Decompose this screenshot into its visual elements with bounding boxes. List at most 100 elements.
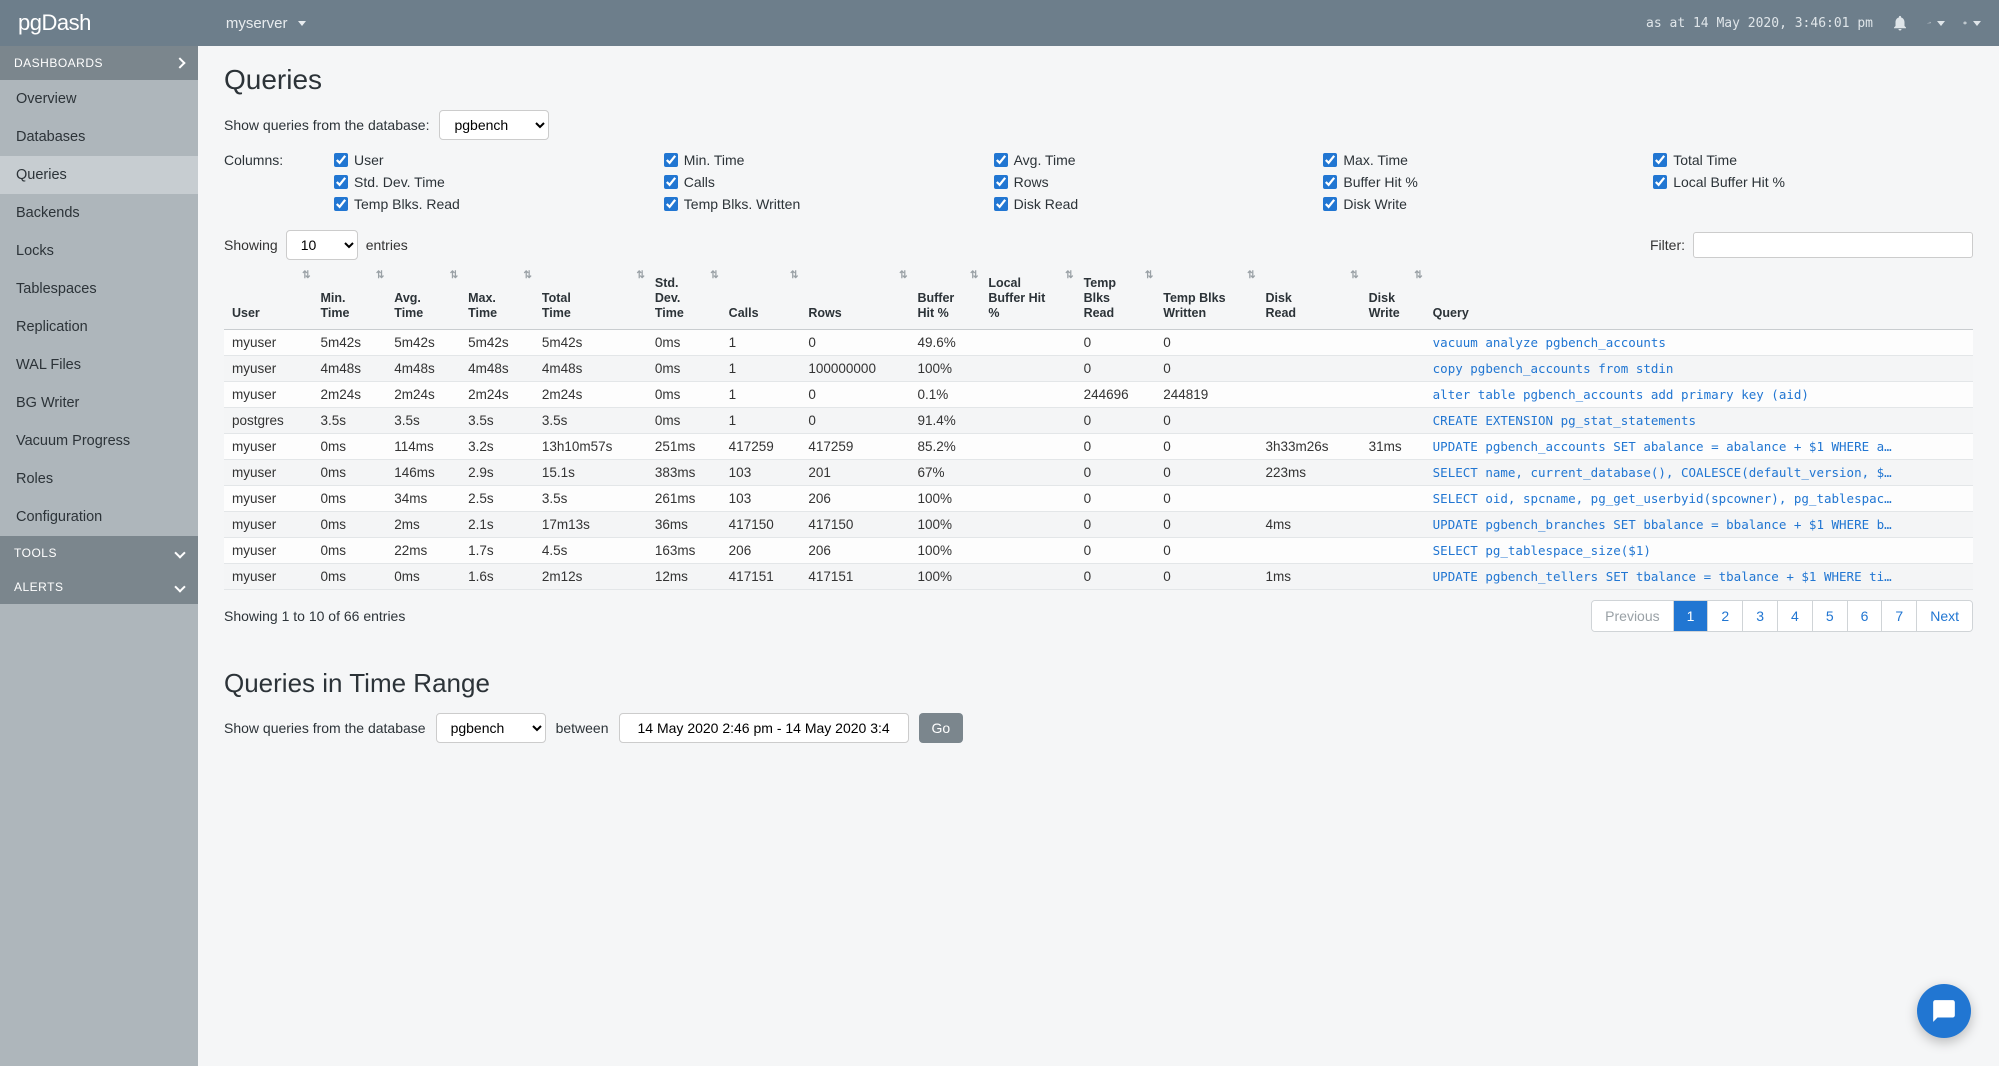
checkbox[interactable] (334, 197, 348, 211)
th-temp-blks-read[interactable]: TempBlksRead⇅ (1076, 270, 1156, 330)
server-selector[interactable]: myserver (226, 15, 306, 32)
sidebar-item-overview[interactable]: Overview (0, 80, 198, 118)
column-toggle-disk-write[interactable]: Disk Write (1323, 196, 1643, 212)
sidebar-section-dashboards[interactable]: DASHBOARDS (0, 46, 198, 80)
chart-icon[interactable] (1927, 14, 1945, 32)
checkbox[interactable] (1323, 175, 1337, 189)
cell[interactable]: vacuum analyze pgbench_accounts (1425, 330, 1973, 356)
date-range-input[interactable] (619, 713, 909, 743)
cell: 1.7s (460, 538, 534, 564)
go-button[interactable]: Go (919, 713, 964, 743)
th-avg-time[interactable]: Avg.Time⇅ (386, 270, 460, 330)
tr-database-select[interactable]: pgbench (436, 713, 546, 743)
page-6[interactable]: 6 (1848, 601, 1883, 631)
cell: 4m48s (386, 356, 460, 382)
page-next[interactable]: Next (1917, 601, 1972, 631)
checkbox[interactable] (664, 197, 678, 211)
column-toggle-user[interactable]: User (334, 152, 654, 168)
cell: 0 (1076, 408, 1156, 434)
th-total-time[interactable]: TotalTime⇅ (534, 270, 647, 330)
th-max-time[interactable]: Max.Time⇅ (460, 270, 534, 330)
page-4[interactable]: 4 (1778, 601, 1813, 631)
th-local-buffer-hit-[interactable]: LocalBuffer Hit%⇅ (980, 270, 1075, 330)
chat-fab[interactable] (1917, 984, 1971, 1038)
checkbox[interactable] (664, 175, 678, 189)
checkbox[interactable] (334, 153, 348, 167)
database-select[interactable]: pgbench (439, 110, 549, 140)
column-toggle-std-dev-time[interactable]: Std. Dev. Time (334, 174, 654, 190)
checkbox[interactable] (1323, 197, 1337, 211)
cell[interactable]: UPDATE pgbench_accounts SET abalance = a… (1425, 434, 1973, 460)
sidebar-item-queries[interactable]: Queries (0, 156, 198, 194)
column-toggle-buffer-hit-[interactable]: Buffer Hit % (1323, 174, 1643, 190)
column-toggle-temp-blks-read[interactable]: Temp Blks. Read (334, 196, 654, 212)
sidebar-item-backends[interactable]: Backends (0, 194, 198, 232)
checkbox[interactable] (994, 153, 1008, 167)
sidebar-section-tools[interactable]: TOOLS (0, 536, 198, 570)
checkbox[interactable] (1653, 153, 1667, 167)
cell[interactable]: UPDATE pgbench_branches SET bbalance = b… (1425, 512, 1973, 538)
th-query[interactable]: Query (1425, 270, 1973, 330)
cell[interactable]: copy pgbench_accounts from stdin (1425, 356, 1973, 382)
cell: 0ms (312, 538, 386, 564)
checkbox[interactable] (1323, 153, 1337, 167)
bell-icon[interactable] (1891, 14, 1909, 32)
th-disk-read[interactable]: DiskRead⇅ (1257, 270, 1360, 330)
cell[interactable]: UPDATE pgbench_tellers SET tbalance = tb… (1425, 564, 1973, 590)
checkbox-label: Min. Time (684, 152, 745, 168)
th-user[interactable]: User⇅ (224, 270, 312, 330)
th-std-dev-time[interactable]: Std.Dev.Time⇅ (647, 270, 721, 330)
checkbox[interactable] (994, 197, 1008, 211)
sidebar-item-tablespaces[interactable]: Tablespaces (0, 270, 198, 308)
page-1[interactable]: 1 (1674, 601, 1709, 631)
table-row: myuser0ms0ms1.6s2m12s12ms417151417151100… (224, 564, 1973, 590)
cell[interactable]: SELECT name, current_database(), COALESC… (1425, 460, 1973, 486)
sidebar-item-configuration[interactable]: Configuration (0, 498, 198, 536)
sidebar-item-wal-files[interactable]: WAL Files (0, 346, 198, 384)
checkbox[interactable] (1653, 175, 1667, 189)
column-toggle-disk-read[interactable]: Disk Read (994, 196, 1314, 212)
th-buffer-hit-[interactable]: BufferHit %⇅ (909, 270, 980, 330)
cell[interactable]: SELECT oid, spcname, pg_get_userbyid(spc… (1425, 486, 1973, 512)
column-toggle-local-buffer-hit-[interactable]: Local Buffer Hit % (1653, 174, 1973, 190)
sidebar-item-roles[interactable]: Roles (0, 460, 198, 498)
cell: 0 (1155, 486, 1257, 512)
entries-select[interactable]: 10 (286, 230, 358, 260)
chevron-right-icon (174, 57, 185, 68)
th-rows[interactable]: Rows⇅ (800, 270, 909, 330)
cell (980, 330, 1075, 356)
cell[interactable]: CREATE EXTENSION pg_stat_statements (1425, 408, 1973, 434)
column-toggle-total-time[interactable]: Total Time (1653, 152, 1973, 168)
filter-label: Filter: (1650, 237, 1685, 253)
cell[interactable]: SELECT pg_tablespace_size($1) (1425, 538, 1973, 564)
th-calls[interactable]: Calls⇅ (721, 270, 801, 330)
th-disk-write[interactable]: DiskWrite⇅ (1361, 270, 1425, 330)
column-toggle-rows[interactable]: Rows (994, 174, 1314, 190)
page-7[interactable]: 7 (1882, 601, 1917, 631)
page-2[interactable]: 2 (1708, 601, 1743, 631)
th-min-time[interactable]: Min.Time⇅ (312, 270, 386, 330)
gear-icon[interactable] (1963, 14, 1981, 32)
column-toggle-temp-blks-written[interactable]: Temp Blks. Written (664, 196, 984, 212)
checkbox[interactable] (664, 153, 678, 167)
checkbox[interactable] (994, 175, 1008, 189)
sidebar-item-bg-writer[interactable]: BG Writer (0, 384, 198, 422)
section-label: TOOLS (14, 546, 57, 560)
page-5[interactable]: 5 (1813, 601, 1848, 631)
column-toggle-min-time[interactable]: Min. Time (664, 152, 984, 168)
checkbox[interactable] (334, 175, 348, 189)
chat-icon (1931, 998, 1957, 1024)
filter-input[interactable] (1693, 232, 1973, 258)
th-temp-blks-written[interactable]: Temp BlksWritten⇅ (1155, 270, 1257, 330)
cell[interactable]: alter table pgbench_accounts add primary… (1425, 382, 1973, 408)
column-toggle-max-time[interactable]: Max. Time (1323, 152, 1643, 168)
column-toggle-avg-time[interactable]: Avg. Time (994, 152, 1314, 168)
cell: 31ms (1361, 434, 1425, 460)
sidebar-item-replication[interactable]: Replication (0, 308, 198, 346)
column-toggle-calls[interactable]: Calls (664, 174, 984, 190)
sidebar-item-locks[interactable]: Locks (0, 232, 198, 270)
sidebar-item-databases[interactable]: Databases (0, 118, 198, 156)
page-3[interactable]: 3 (1743, 601, 1778, 631)
sidebar-section-alerts[interactable]: ALERTS (0, 570, 198, 604)
sidebar-item-vacuum-progress[interactable]: Vacuum Progress (0, 422, 198, 460)
